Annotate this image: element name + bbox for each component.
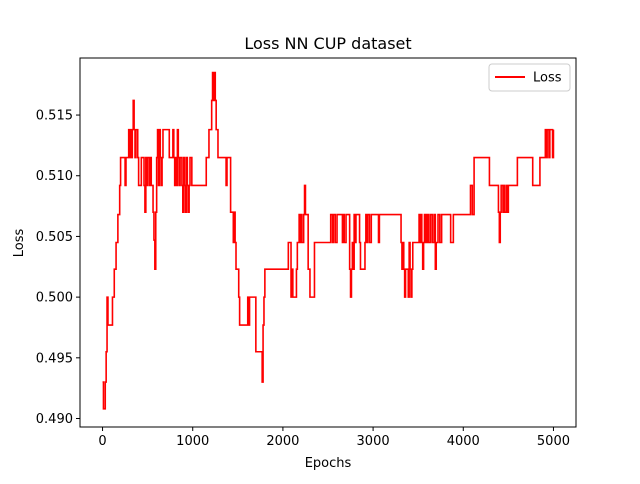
y-tick-label: 0.490 [36, 412, 73, 427]
legend-label: Loss [533, 71, 562, 86]
x-tick-label: 1000 [176, 434, 209, 449]
x-axis-label: Epochs [305, 456, 352, 471]
x-axis: 0 1000 2000 3000 4000 5000 [98, 427, 570, 449]
series-line-loss [102, 71, 555, 410]
x-tick-label: 0 [98, 434, 106, 449]
legend: Loss [488, 63, 571, 92]
plot-area [102, 71, 555, 410]
x-tick-label: 4000 [447, 434, 480, 449]
y-axis-label: Loss [12, 229, 27, 258]
y-axis: 0.490 0.495 0.500 0.505 0.510 0.515 [36, 109, 80, 427]
y-tick-label: 0.505 [36, 230, 73, 245]
axes-frame [79, 57, 577, 428]
chart-title: Loss NN CUP dataset [244, 34, 411, 53]
y-tick-label: 0.495 [36, 351, 73, 366]
y-tick-label: 0.500 [36, 291, 73, 306]
x-tick-label: 2000 [266, 434, 299, 449]
y-tick-label: 0.515 [36, 109, 73, 124]
y-tick-label: 0.510 [36, 169, 73, 184]
x-tick-label: 5000 [537, 434, 570, 449]
x-tick-label: 3000 [357, 434, 390, 449]
legend-box [488, 63, 571, 92]
